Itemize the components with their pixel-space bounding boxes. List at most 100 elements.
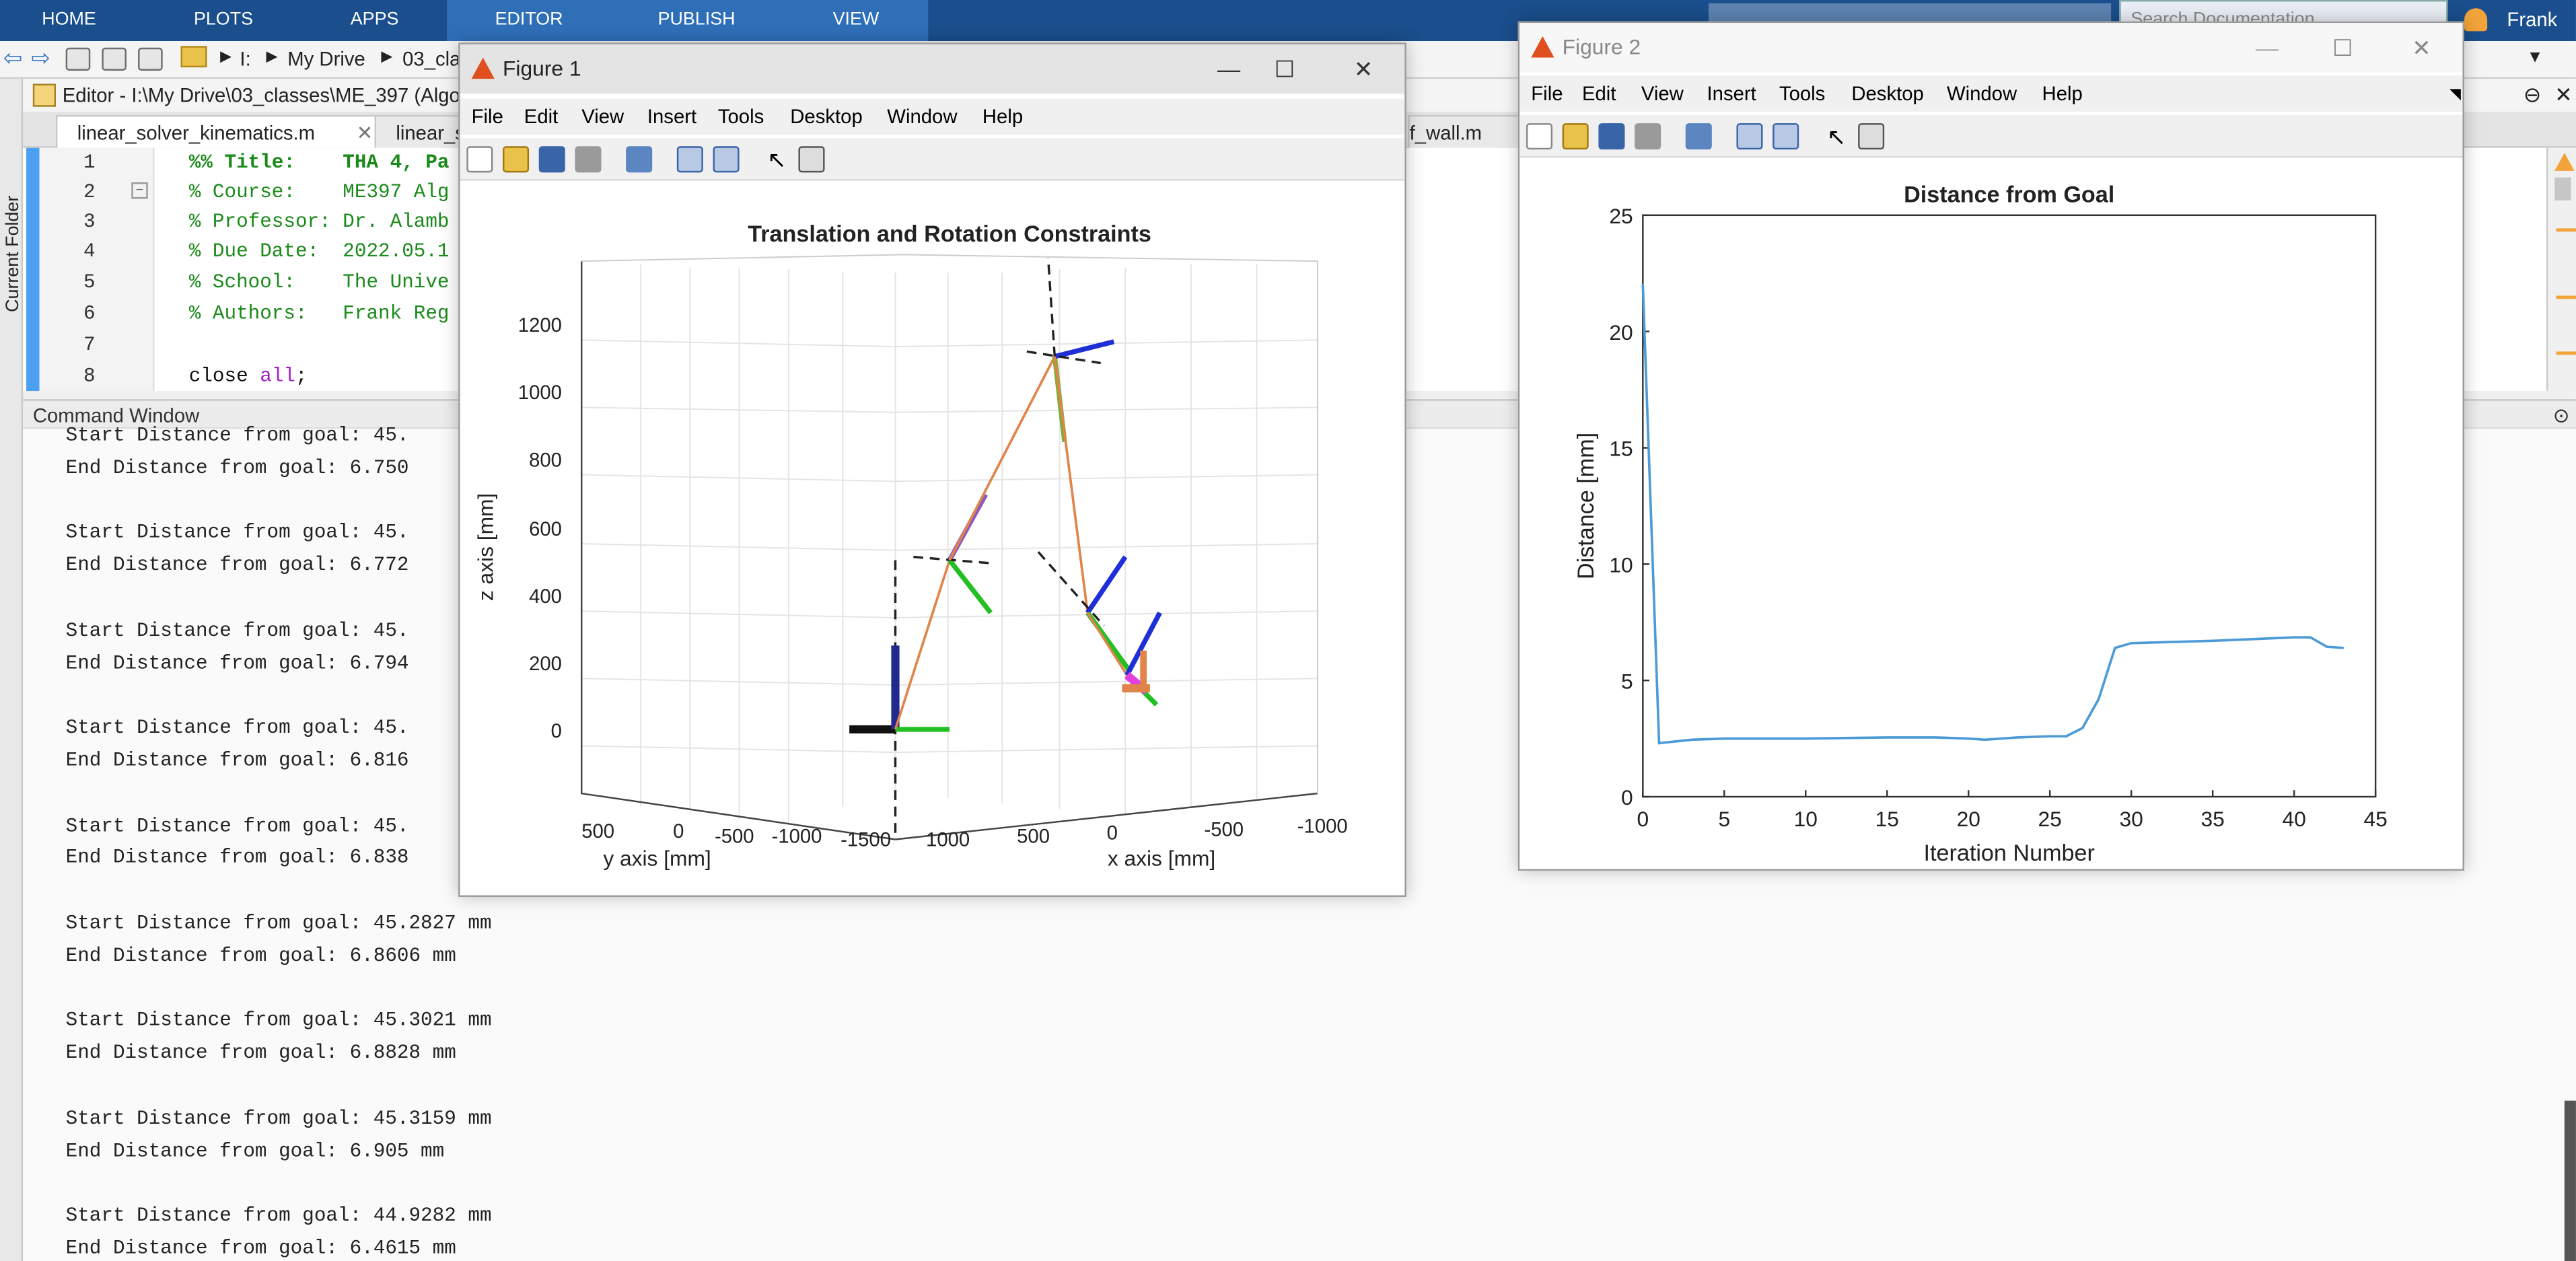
menu-insert[interactable]: Insert — [1707, 82, 1756, 106]
menu-help[interactable]: Help — [2042, 82, 2083, 106]
menu-insert[interactable]: Insert — [647, 105, 697, 129]
pointer-icon[interactable]: ↖ — [1826, 123, 1847, 150]
matlab-logo-icon — [471, 57, 495, 79]
command-output-line: End Distance from goal: 6.905 mm — [65, 1139, 445, 1163]
x-tick: -1000 — [1297, 816, 1348, 838]
path-segment-classes[interactable]: 03_cla — [402, 47, 461, 71]
y-tick: 500 — [581, 820, 614, 842]
user-menu[interactable]: Frank — [2507, 8, 2558, 32]
legend-icon[interactable] — [713, 146, 740, 173]
save-icon[interactable] — [538, 146, 565, 173]
figure1-titlebar[interactable]: Figure 1 — ☐ ✕ — [460, 44, 1405, 94]
pointer-icon[interactable]: ↖ — [767, 146, 787, 173]
tab-label: linear_solver_kinematics.m — [77, 121, 316, 145]
current-folder-strip[interactable]: Current Folder — [0, 79, 23, 1261]
scroll-thumb[interactable] — [2554, 177, 2571, 201]
z-axis-label: z axis [mm] — [473, 493, 497, 601]
up-folder-icon[interactable] — [65, 47, 91, 71]
warning-marker[interactable] — [2556, 295, 2576, 299]
menu-window[interactable]: Window — [887, 105, 958, 129]
tab-plots[interactable]: PLOTS — [193, 9, 254, 30]
options-icon[interactable]: ⊙ — [2552, 404, 2570, 427]
colorbar-icon[interactable] — [676, 146, 703, 173]
link-1 — [894, 559, 951, 730]
warning-icon[interactable] — [2554, 153, 2575, 171]
tab-apps[interactable]: APPS — [350, 9, 399, 30]
menu-window[interactable]: Window — [1946, 82, 2017, 106]
command-output-line: Start Distance from goal: 44.9282 mm — [65, 1204, 492, 1228]
print-icon[interactable] — [575, 146, 602, 173]
x-tick-label: 15 — [1875, 807, 1899, 831]
data-point — [1690, 738, 1693, 741]
menu-edit[interactable]: Edit — [524, 105, 559, 129]
menu-desktop[interactable]: Desktop — [790, 105, 863, 129]
menu-file[interactable]: File — [1531, 82, 1563, 106]
x-tick-label: 0 — [1637, 807, 1649, 831]
close-icon[interactable]: ✕ — [2412, 34, 2431, 61]
forward-arrow-icon[interactable]: ⇨ — [31, 44, 51, 71]
minimize-icon[interactable]: — — [1217, 56, 1241, 83]
distance-chart[interactable]: Distance from Goal Iteration Number Dist… — [1519, 159, 2462, 869]
code-line-8: close all; — [189, 365, 308, 388]
bell-icon[interactable] — [2464, 8, 2488, 32]
new-figure-icon[interactable] — [1526, 123, 1553, 150]
editor-scrollbar[interactable] — [2546, 147, 2576, 392]
refresh-icon[interactable] — [138, 47, 163, 71]
figure1-axes[interactable]: Translation and Rotation Constraints z a… — [460, 182, 1405, 896]
tab-publish[interactable]: PUBLISH — [657, 9, 736, 30]
minimize-icon[interactable]: — — [2255, 34, 2279, 61]
chevron-down-icon[interactable]: ▾ — [2530, 44, 2540, 68]
collapse-icon[interactable]: ⊖ — [2523, 82, 2542, 107]
path-segment-mydrive[interactable]: My Drive — [287, 47, 365, 71]
menu-tools[interactable]: Tools — [1779, 82, 1826, 106]
link-figure-icon[interactable] — [626, 146, 653, 173]
tab-f-wall[interactable]: f_wall.m — [1408, 114, 1540, 148]
browse-folder-icon[interactable] — [102, 47, 127, 71]
close-icon[interactable]: ✕ — [1353, 56, 1373, 83]
fold-icon[interactable]: − — [131, 182, 148, 199]
tab-linear-solver-kinematics[interactable]: linear_solver_kinematics.m ✕ — [56, 114, 385, 148]
legend-icon[interactable] — [1773, 123, 1799, 150]
path-segment-drive[interactable]: I: — [240, 47, 251, 71]
tab-editor[interactable]: EDITOR — [495, 9, 563, 30]
tab-home[interactable]: HOME — [42, 9, 96, 30]
maximize-icon[interactable]: ☐ — [1274, 56, 1295, 83]
close-icon[interactable]: ✕ — [2554, 82, 2573, 107]
warning-marker[interactable] — [2556, 228, 2576, 232]
joint-2-axis — [913, 555, 995, 565]
current-folder-label[interactable]: Current Folder — [3, 195, 24, 312]
menu-help[interactable]: Help — [982, 105, 1024, 129]
data-point — [2114, 647, 2116, 649]
menu-view[interactable]: View — [1641, 82, 1684, 106]
menu-desktop[interactable]: Desktop — [1851, 82, 1924, 106]
menu-edit[interactable]: Edit — [1581, 82, 1616, 106]
menu-tools[interactable]: Tools — [717, 105, 764, 129]
figure2-titlebar[interactable]: Figure 2 — ☐ ✕ — [1519, 23, 2463, 73]
new-figure-icon[interactable] — [466, 146, 493, 173]
tab-view[interactable]: VIEW — [832, 9, 880, 30]
warning-marker[interactable] — [2556, 351, 2576, 355]
command-scroll-thumb[interactable] — [2564, 1100, 2576, 1261]
property-inspector-icon[interactable] — [1858, 123, 1885, 150]
open-file-icon[interactable] — [503, 146, 530, 173]
save-icon[interactable] — [1598, 123, 1625, 150]
joint-2-frame-y — [947, 559, 993, 614]
link-figure-icon[interactable] — [1685, 123, 1712, 150]
close-tab-icon[interactable]: ✕ — [356, 121, 373, 145]
command-output-line: End Distance from goal: 6.8828 mm — [65, 1042, 456, 1065]
menu-file[interactable]: File — [471, 105, 503, 129]
figure2-window[interactable]: Figure 2 — ☐ ✕ File Edit View Insert Too… — [1517, 21, 2464, 871]
line-number: 5 — [83, 271, 96, 294]
figure1-window[interactable]: Figure 1 — ☐ ✕ File Edit View Insert Too… — [458, 42, 1406, 897]
command-output-line: Start Distance from goal: 45. — [65, 618, 409, 643]
maximize-icon[interactable]: ☐ — [2332, 34, 2353, 61]
menu-view[interactable]: View — [581, 105, 624, 129]
command-output-line: End Distance from goal: 6.750 — [65, 456, 409, 480]
z-tick: 800 — [529, 449, 562, 471]
dock-arrow-icon[interactable]: ◥ — [2449, 85, 2461, 102]
property-inspector-icon[interactable] — [798, 146, 825, 173]
print-icon[interactable] — [1635, 123, 1661, 150]
colorbar-icon[interactable] — [1736, 123, 1763, 150]
open-file-icon[interactable] — [1562, 123, 1589, 150]
back-arrow-icon[interactable]: ⇦ — [3, 44, 23, 71]
